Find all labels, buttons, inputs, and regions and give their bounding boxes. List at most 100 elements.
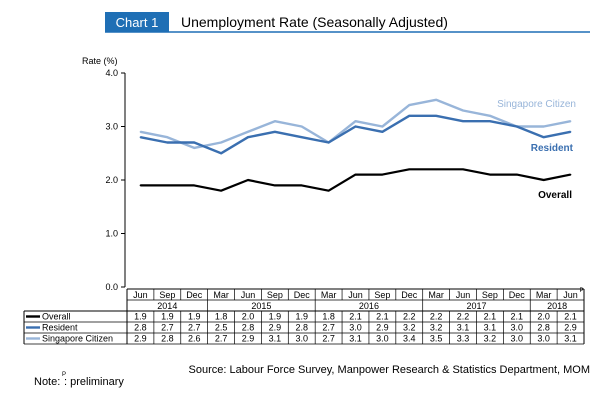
x-tick-label: Sep	[267, 290, 283, 300]
chart-number-badge	[105, 12, 169, 32]
series-labels: Singapore Citizen Resident Overall	[497, 99, 576, 201]
data-point	[542, 125, 545, 128]
note-superscript: P	[62, 372, 66, 378]
data-point	[569, 173, 572, 176]
series-line-overall	[140, 168, 571, 192]
x-tick-label: Jun	[133, 290, 148, 300]
table-cell: 3.0	[349, 323, 362, 333]
table-cell: 2.9	[134, 334, 147, 344]
data-point	[300, 125, 303, 128]
x-tick-label: Dec	[509, 290, 526, 300]
data-point	[408, 104, 411, 106]
data-point	[354, 120, 357, 122]
note-text: : preliminary	[64, 376, 124, 388]
series-label-overall: Overall	[538, 190, 572, 201]
data-point	[462, 168, 464, 171]
data-point	[327, 189, 330, 192]
table-row-label: Resident	[42, 323, 78, 333]
y-tick-label: 2.0	[105, 175, 118, 185]
data-point	[462, 109, 464, 112]
table-cell: 1.9	[188, 312, 201, 322]
data-point	[300, 136, 303, 138]
table-cell: 3.2	[403, 323, 416, 333]
data-point	[489, 120, 491, 122]
note-label: Note:	[34, 376, 60, 388]
data-point	[274, 131, 276, 133]
data-point	[300, 184, 303, 187]
chart-number-label: Chart 1	[116, 15, 159, 30]
data-point	[139, 131, 142, 133]
y-tick-label: 3.0	[105, 122, 118, 132]
table-row-label: Singapore Citizen	[42, 334, 113, 344]
x-tick-label: Jun	[348, 290, 363, 300]
table-cell: 3.0	[511, 323, 524, 333]
series-label-singapore-citizen: Singapore Citizen	[497, 99, 576, 110]
data-point	[139, 136, 142, 138]
table-cell: 2.1	[484, 312, 497, 322]
x-tick-label: Jun	[241, 290, 256, 300]
data-point	[193, 141, 196, 144]
data-point	[515, 173, 518, 176]
data-point	[435, 115, 437, 117]
x-tick-label: Sep	[482, 290, 498, 300]
data-point	[462, 120, 464, 122]
data-point	[247, 136, 249, 138]
table-cell: 2.2	[403, 312, 416, 322]
table-cell: 3.5	[430, 334, 443, 344]
table-cell: 2.7	[215, 334, 228, 344]
table-cell: 2.6	[188, 334, 201, 344]
x-tick-label: Mar	[213, 290, 229, 300]
data-point	[354, 173, 357, 176]
data-point	[274, 120, 276, 122]
table-cell: 2.1	[349, 312, 362, 322]
table-cell: 2.7	[322, 334, 335, 344]
table-cell: 2.0	[242, 312, 255, 322]
x-tick-label: Mar	[321, 290, 337, 300]
x-tick-label: Mar	[428, 290, 444, 300]
table-cell: 2.8	[134, 323, 147, 333]
data-point	[489, 173, 491, 176]
table-cell: 2.0	[537, 312, 550, 322]
x-tick-label: Jun	[456, 290, 471, 300]
data-point	[220, 189, 222, 192]
x-tick-label: Sep	[159, 290, 175, 300]
x-tick-label: Jun	[563, 290, 578, 300]
series-lines	[139, 98, 572, 192]
table-cell: 3.2	[430, 323, 443, 333]
source-text: Source: Labour Force Survey, Manpower Re…	[189, 364, 590, 376]
data-point	[435, 98, 437, 101]
data-point	[542, 179, 545, 181]
y-tick-label: 4.0	[105, 68, 118, 78]
data-point	[247, 131, 249, 133]
chart-title: Unemployment Rate (Seasonally Adjusted)	[181, 14, 448, 30]
data-point	[381, 173, 384, 176]
table-cell: 2.7	[161, 323, 174, 333]
data-point	[274, 184, 276, 187]
x-tick-label: Dec	[186, 290, 203, 300]
table-cell: 1.9	[161, 312, 174, 322]
table-cell: 2.2	[457, 312, 470, 322]
table-cell: 3.1	[269, 334, 282, 344]
data-point	[408, 168, 411, 171]
table-cell: 1.8	[215, 312, 228, 322]
table-cell: 1.9	[134, 312, 147, 322]
series-label-resident: Resident	[531, 143, 574, 154]
table-cell: 2.9	[564, 323, 577, 333]
data-point	[381, 125, 384, 128]
table-cell: 2.1	[511, 312, 524, 322]
year-label: 2015	[251, 301, 271, 311]
table-cell: 3.1	[484, 323, 497, 333]
table-cell: 1.9	[269, 312, 282, 322]
x-tick-label: Dec	[294, 290, 311, 300]
table-cell: 2.7	[322, 323, 335, 333]
table-cell: 2.5	[215, 323, 228, 333]
x-tick-label: Dec	[401, 290, 418, 300]
data-point	[542, 136, 545, 138]
table-cell: 3.0	[295, 334, 308, 344]
data-point	[515, 125, 518, 128]
data-point	[435, 168, 437, 171]
table-cell: 3.0	[537, 334, 550, 344]
table-cell: 3.1	[564, 334, 577, 344]
